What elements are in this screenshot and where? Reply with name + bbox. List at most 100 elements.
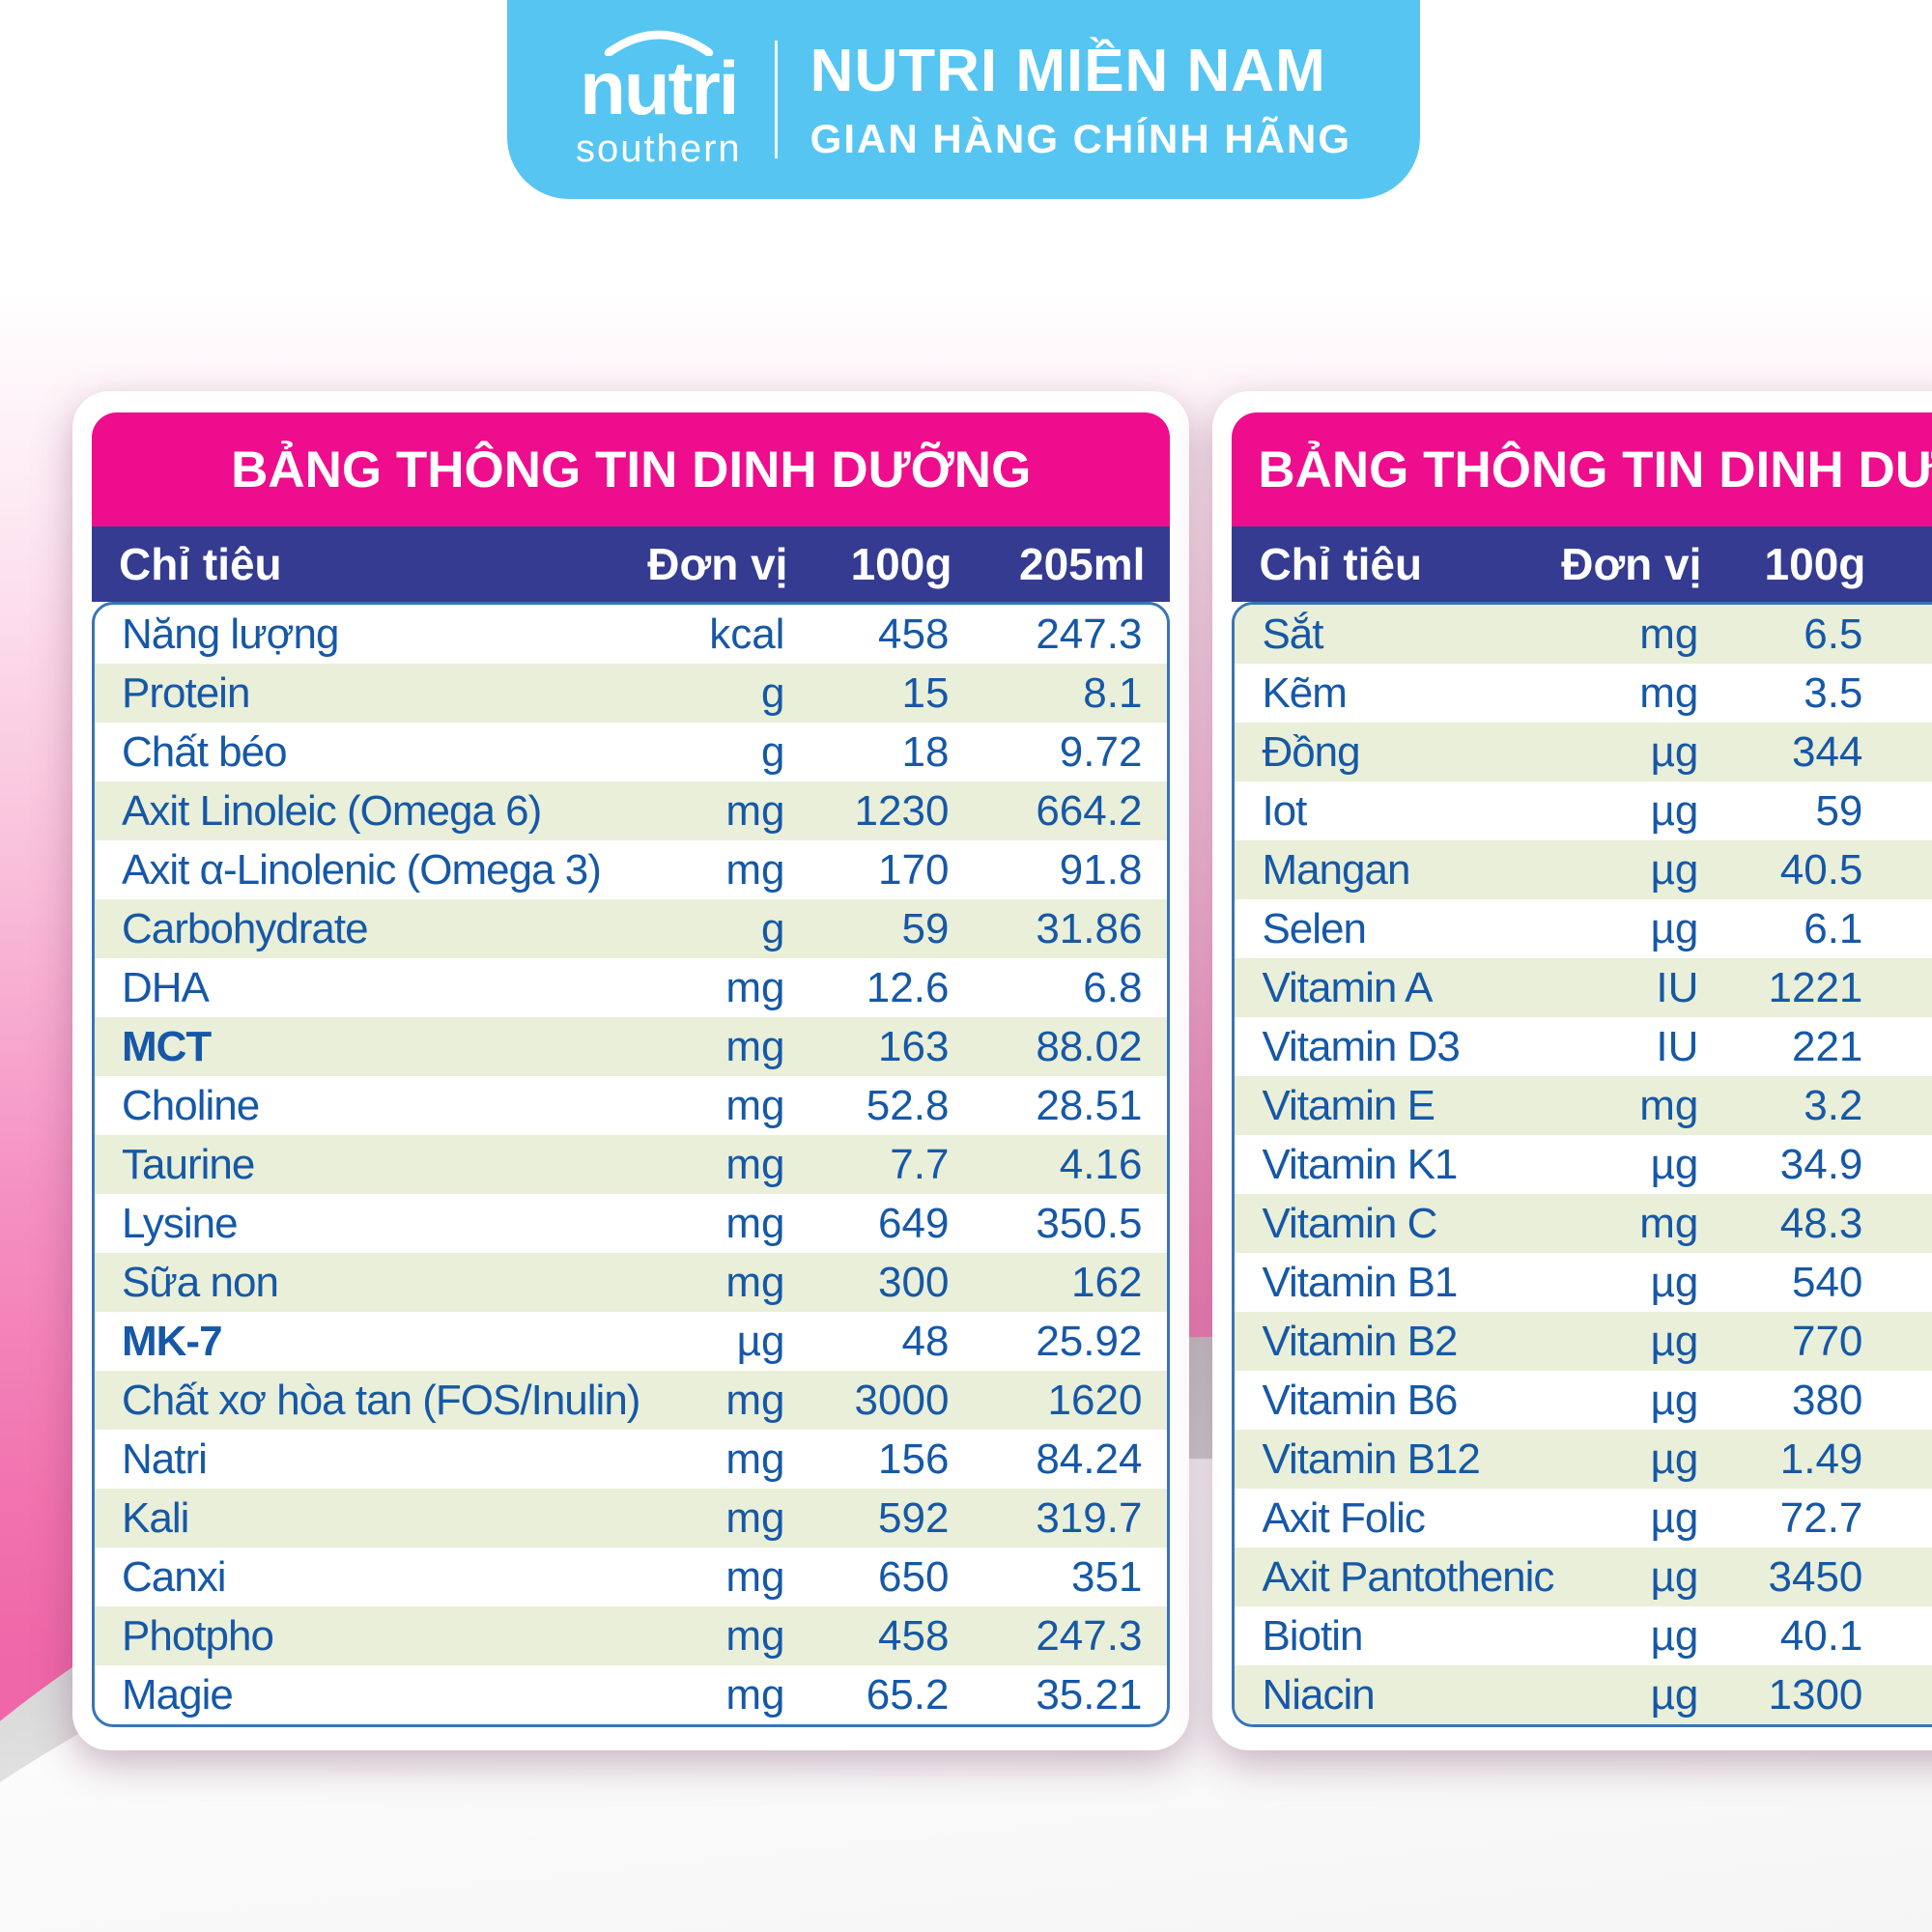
cell-unit: µg: [1650, 1140, 1699, 1188]
cell-v100: 1.49: [1779, 1435, 1863, 1483]
cell-unit: mg: [725, 1493, 785, 1542]
table-row: Chất xơ hòa tan (FOS/Inulin) mg 3000 1620: [95, 1371, 1168, 1430]
cell-unit: µg: [1650, 786, 1699, 835]
logo-arc-icon: [604, 30, 714, 56]
cell-label: Chất xơ hòa tan (FOS/Inulin): [122, 1376, 640, 1424]
logo-brand-text: nutri: [580, 45, 739, 130]
cell-v205: 28.51: [1036, 1081, 1143, 1129]
cell-v205: 88.02: [1036, 1022, 1143, 1070]
cell-v205: 319.7: [1036, 1493, 1143, 1542]
table-row: Choline mg 52.8 28.51: [95, 1076, 1167, 1135]
cell-label: Vitamin B6: [1262, 1376, 1458, 1424]
column-header-100g: 100g: [1764, 539, 1866, 589]
cell-unit: mg: [725, 1376, 785, 1424]
table-row: Lysine mg 649 350.5: [95, 1194, 1167, 1253]
table-row: Photpho mg 458 247.3: [95, 1606, 1168, 1665]
cell-v100: 300: [878, 1258, 950, 1306]
cell-v100: 6.5: [1804, 610, 1863, 658]
store-name: NUTRI MIỀN NAM: [810, 38, 1326, 105]
cell-unit: mg: [1639, 668, 1699, 717]
cell-v100: 3000: [854, 1376, 950, 1424]
cell-label: Selen: [1262, 904, 1367, 952]
cell-unit: mg: [725, 845, 785, 894]
cell-label: Vitamin B1: [1262, 1258, 1458, 1306]
table-row: Vitamin B12 µg 1.490.8: [1235, 1430, 1932, 1489]
column-header-criteria: Chỉ tiêu: [119, 539, 282, 589]
cell-label: Axit Linoleic (Omega 6): [122, 786, 542, 835]
cell-v205: 664.2: [1036, 786, 1143, 835]
cell-unit: mg: [725, 1670, 785, 1719]
badge-divider: [774, 41, 778, 158]
cell-unit: µg: [1650, 727, 1699, 776]
cell-unit: mg: [725, 1258, 785, 1306]
store-text: NUTRI MIỀN NAM GIAN HÀNG CHÍNH HÃNG: [810, 37, 1351, 162]
cell-label: Vitamin B2: [1262, 1317, 1458, 1365]
cell-v100: 7.7: [890, 1140, 950, 1188]
cell-unit: µg: [1650, 1670, 1699, 1719]
table-row: Natri mg 156 84.24: [95, 1430, 1167, 1489]
cell-unit: g: [760, 727, 785, 776]
column-header-205ml: 205ml: [1019, 539, 1146, 589]
cell-unit: mg: [725, 1081, 785, 1129]
table-row: Sắt mg 6.53.51: [1235, 605, 1932, 664]
cell-v205: 351: [1071, 1552, 1143, 1601]
cell-v205: 702: [1862, 1671, 1932, 1719]
cell-label: Vitamin D3: [1262, 1022, 1460, 1070]
cell-unit: IU: [1656, 963, 1699, 1011]
cell-v100: 3.5: [1804, 668, 1863, 717]
cell-v100: 458: [878, 610, 950, 658]
cell-label: Vitamin K1: [1262, 1140, 1458, 1188]
cell-v205: 4.16: [1059, 1140, 1143, 1188]
cell-label: DHA: [122, 963, 210, 1011]
table-row: Đồng µg 344185.8: [1235, 723, 1932, 781]
cell-unit: µg: [1650, 1258, 1699, 1306]
cell-unit: mg: [725, 1140, 785, 1188]
cell-v100: 34.9: [1779, 1140, 1863, 1188]
column-header-row: Chỉ tiêu Đơn vị 100g 205ml: [1232, 526, 1932, 602]
cell-label: Kẽm: [1262, 668, 1347, 717]
store-tagline: GIAN HÀNG CHÍNH HÃNG: [810, 115, 1351, 161]
cell-label: Mangan: [1262, 845, 1410, 894]
cell-label: Carbohydrate: [122, 904, 369, 952]
cell-unit: mg: [725, 963, 785, 1011]
column-header-criteria: Chỉ tiêu: [1259, 539, 1423, 589]
nutrition-cards: BẢNG THÔNG TIN DINH DƯỠNG Chỉ tiêu Đơn v…: [72, 391, 1932, 1750]
cell-v205: 39.26: [1862, 1494, 1932, 1543]
cell-label: MCT: [122, 1022, 212, 1070]
cell-label: Kali: [122, 1493, 189, 1542]
cell-label: Biotin: [1262, 1611, 1363, 1660]
cell-v205: 247.3: [1036, 610, 1143, 658]
nutrition-table-body: Sắtmg6.53.51Kẽmmg3.51.89Đồngµg344185.8Io…: [1232, 602, 1932, 1727]
cell-v205: 415.8: [1862, 1318, 1932, 1366]
nutri-southern-logo: nutri southern: [576, 27, 742, 168]
table-row: MCT mg 163 88.02: [95, 1017, 1168, 1076]
cell-v100: 3450: [1768, 1552, 1863, 1601]
cell-label: Vitamin A: [1262, 963, 1433, 1011]
cell-v205: 205.2: [1862, 1377, 1932, 1425]
table-row: Kẽm mg 3.51.89: [1235, 664, 1932, 723]
cell-label: Năng lượng: [122, 610, 339, 658]
cell-unit: µg: [1650, 1552, 1699, 1601]
cell-v100: 72.7: [1779, 1493, 1863, 1542]
cell-v205: 35.21: [1036, 1670, 1143, 1719]
cell-v205: 185.8: [1862, 728, 1932, 777]
table-row: Magie mg 65.2 35.21: [95, 1665, 1167, 1724]
cell-label: Vitamin E: [1262, 1081, 1435, 1129]
cell-unit: µg: [1650, 1611, 1699, 1660]
cell-unit: µg: [736, 1317, 785, 1365]
table-row: MK-7 µg 48 25.92: [95, 1312, 1167, 1371]
cell-v100: 59: [1815, 786, 1863, 835]
table-row: Axit Pantothenic µg 34501863: [1235, 1548, 1932, 1606]
cell-label: Axit Pantothenic: [1262, 1552, 1554, 1601]
cell-v205: 31.86: [1036, 904, 1143, 952]
cell-v100: 650: [878, 1552, 950, 1601]
cell-v205: 247.3: [1036, 1611, 1143, 1660]
cell-unit: µg: [1650, 845, 1699, 894]
cell-v100: 6.1: [1804, 904, 1863, 952]
table-row: Chất béo g 18 9.72: [95, 723, 1167, 781]
table-row: Vitamin A IU 1221659.3: [1235, 958, 1932, 1017]
table-row: Biotin µg 40.121.65: [1235, 1606, 1932, 1665]
cell-v205: 1.89: [1862, 669, 1932, 718]
table-row: Năng lượng kcal 458 247.3: [95, 605, 1167, 664]
